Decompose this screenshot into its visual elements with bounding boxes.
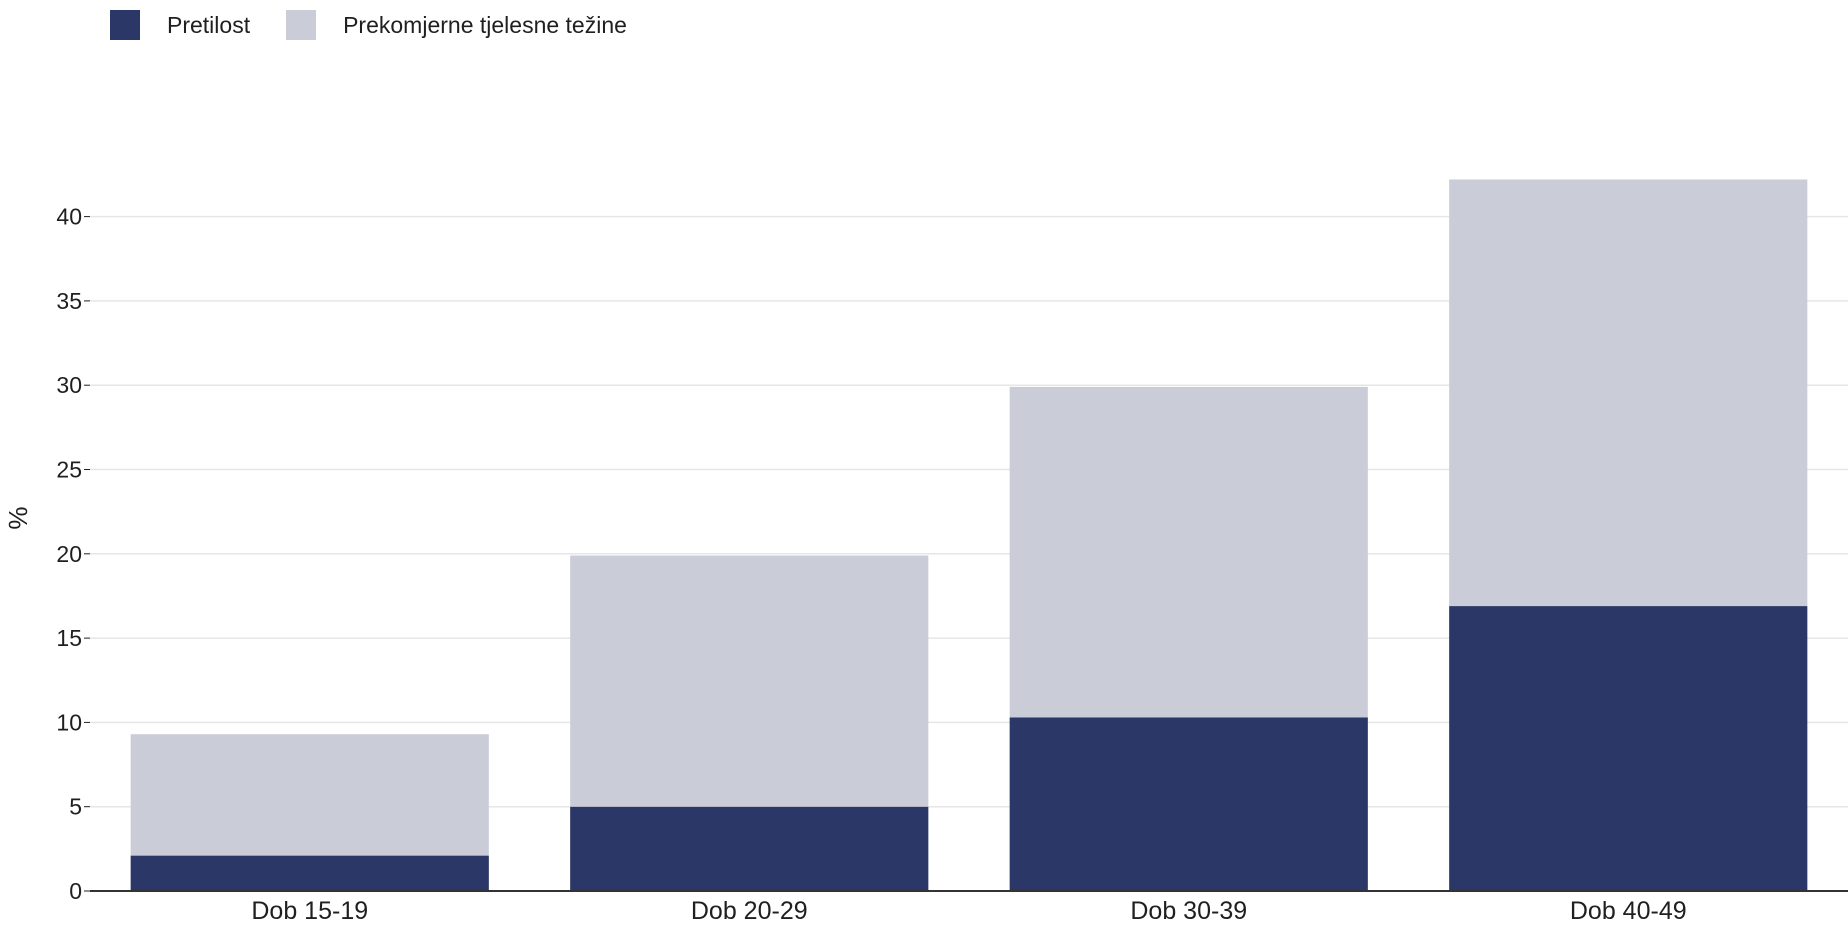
bar-pretilost-1 bbox=[570, 806, 929, 891]
y-tick-label-30: 30 bbox=[56, 372, 82, 398]
bar-prekomjerne-2 bbox=[1009, 386, 1368, 718]
legend-swatch-pretilost bbox=[110, 10, 140, 40]
y-tick-label-40: 40 bbox=[56, 204, 82, 230]
y-tick-label-0: 0 bbox=[69, 878, 82, 904]
x-tick-label-3: Dob 40-49 bbox=[1570, 897, 1687, 925]
y-tick-label-35: 35 bbox=[56, 288, 82, 314]
y-tick-label-25: 25 bbox=[56, 457, 82, 483]
legend-label-pretilost: Pretilost bbox=[167, 11, 251, 38]
y-tick-label-10: 10 bbox=[56, 709, 82, 735]
y-tick-label-20: 20 bbox=[56, 541, 82, 567]
y-axis-label: % bbox=[3, 506, 33, 529]
x-tick-label-2: Dob 30-39 bbox=[1130, 897, 1247, 925]
bar-pretilost-2 bbox=[1009, 717, 1368, 891]
bar-prekomjerne-1 bbox=[570, 555, 929, 807]
bar-prekomjerne-0 bbox=[130, 734, 489, 856]
legend-item-prekomjerne: Prekomjerne tjelesne težine bbox=[286, 10, 627, 40]
legend-item-pretilost: Pretilost bbox=[110, 10, 250, 40]
y-tick-label-5: 5 bbox=[69, 794, 82, 820]
bar-prekomjerne-3 bbox=[1449, 179, 1808, 607]
bar-pretilost-3 bbox=[1449, 606, 1808, 891]
x-tick-label-0: Dob 15-19 bbox=[251, 897, 368, 925]
x-tick-label-1: Dob 20-29 bbox=[691, 897, 808, 925]
bars bbox=[130, 179, 1808, 891]
y-tick-label-15: 15 bbox=[56, 625, 82, 651]
legend-swatch-prekomjerne bbox=[286, 10, 317, 40]
bar-pretilost-0 bbox=[130, 855, 489, 891]
legend: Pretilost Prekomjerne tjelesne težine bbox=[110, 10, 663, 40]
legend-label-prekomjerne: Prekomjerne tjelesne težine bbox=[343, 11, 627, 38]
axes: 0 5 10 15 20 25 30 35 40 Dob 15-19 Dob 20-29 Dob 30… bbox=[56, 204, 1848, 925]
